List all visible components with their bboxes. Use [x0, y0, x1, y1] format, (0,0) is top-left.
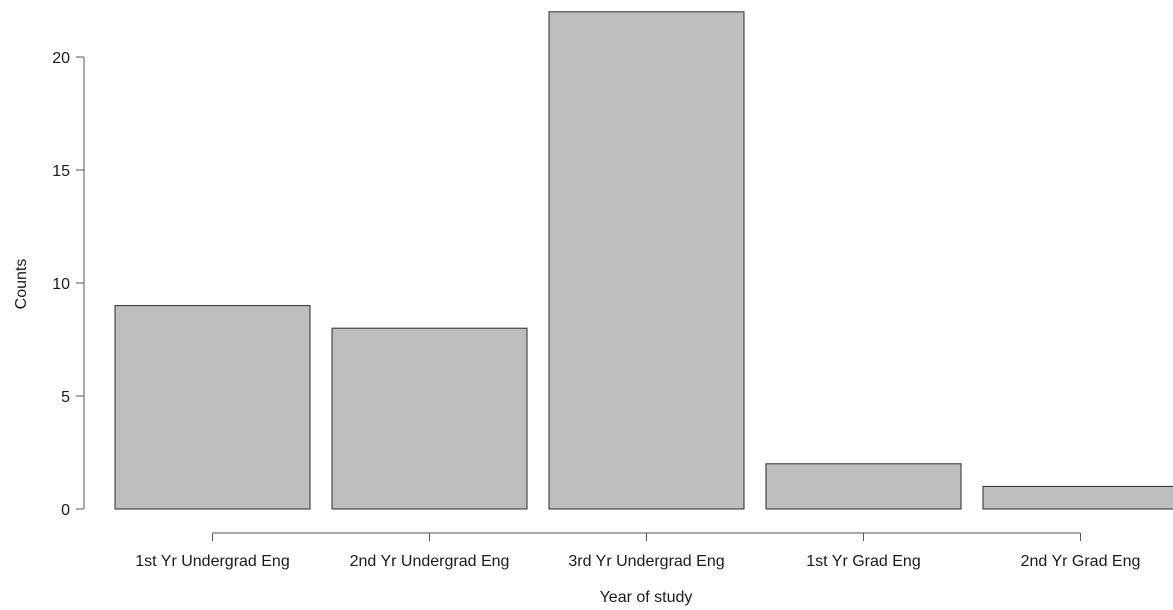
y-axis-title: Counts — [13, 259, 30, 310]
x-axis: 1st Yr Undergrad Eng 2nd Yr Undergrad Eng… — [135, 532, 1141, 570]
bar — [331, 327, 528, 510]
bar — [765, 463, 962, 510]
x-tick-label: 3rd Yr Undergrad Eng — [568, 553, 724, 570]
x-tick-label: 2nd Yr Undergrad Eng — [350, 553, 510, 570]
x-tick-label: 1st Yr Undergrad Eng — [135, 553, 289, 570]
x-tick-label: 2nd Yr Grad Eng — [1021, 553, 1141, 570]
x-tick-label: 1st Yr Grad Eng — [806, 553, 920, 570]
y-tick-label: 5 — [61, 389, 70, 406]
y-axis: 0 5 10 15 20 — [52, 50, 85, 519]
y-tick-label: 10 — [52, 276, 70, 293]
bars — [114, 11, 1173, 510]
y-tick-label: 15 — [52, 163, 70, 180]
bar — [548, 11, 745, 510]
x-axis-title: Year of study — [600, 589, 693, 606]
y-tick-label: 20 — [52, 50, 70, 67]
bar — [982, 485, 1173, 510]
bar — [114, 305, 311, 510]
y-tick-label: 0 — [61, 502, 70, 519]
